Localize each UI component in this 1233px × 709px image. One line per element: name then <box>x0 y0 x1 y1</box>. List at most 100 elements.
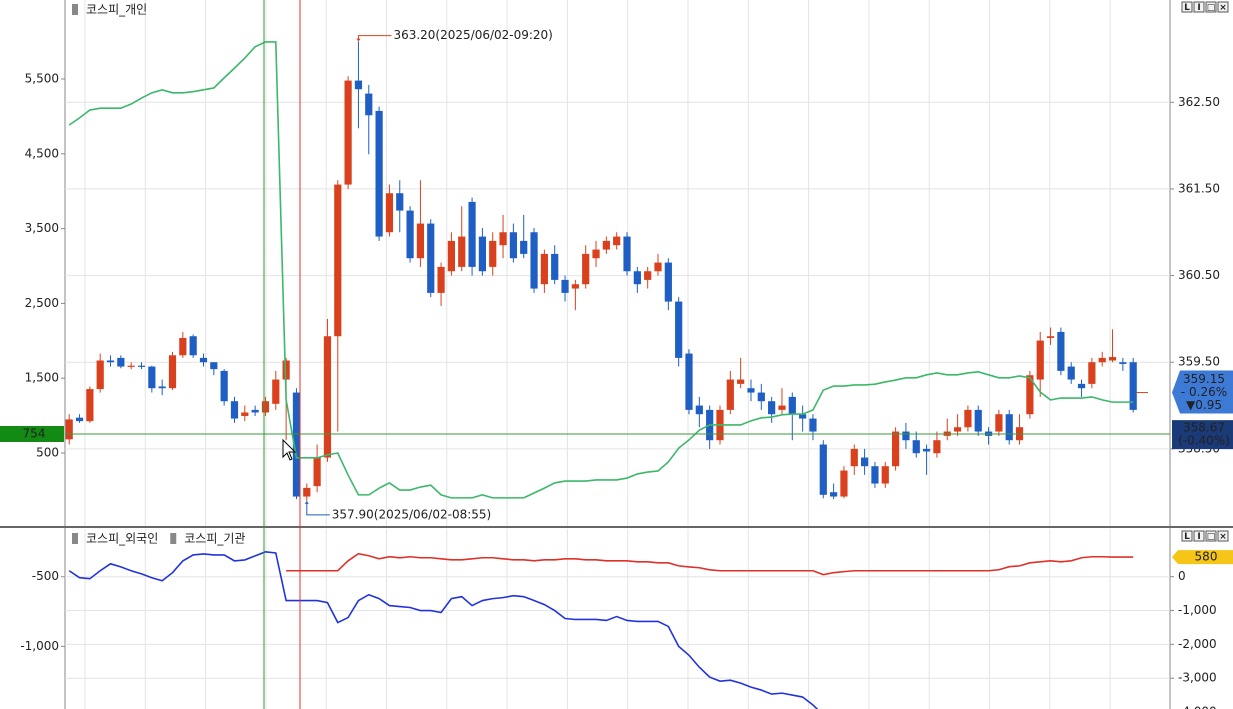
candle-body <box>582 253 590 285</box>
cursor-price-change: (-0.40%) <box>1178 434 1230 448</box>
candle-body <box>65 419 73 440</box>
candle-body <box>861 457 869 467</box>
toolbar-label[interactable]: × <box>1219 532 1227 542</box>
max-pointer <box>357 35 392 40</box>
candle-body <box>540 253 548 285</box>
toolbar-label[interactable]: I <box>1197 3 1200 13</box>
toolbar-label[interactable]: □ <box>1207 532 1216 542</box>
candle-body <box>303 487 311 497</box>
candle-body <box>468 201 476 267</box>
legend-label: 코스피_외국인 <box>86 532 158 546</box>
candle-body <box>1026 375 1034 415</box>
candle-body <box>922 448 931 452</box>
max-arrow <box>356 38 361 42</box>
min-pointer <box>306 503 330 516</box>
current-change-pct: - 0.26% <box>1181 385 1227 399</box>
candle-body <box>633 271 641 285</box>
candle-body <box>964 409 972 428</box>
toolbar-label[interactable]: □ <box>1207 3 1216 13</box>
candle-body <box>561 279 569 293</box>
candle-body <box>1067 366 1075 380</box>
candle-body <box>788 396 796 415</box>
candle-body <box>365 93 373 116</box>
candle-body <box>137 365 146 367</box>
legend-label: 코스피_기관 <box>184 532 245 546</box>
candle-body <box>737 379 745 384</box>
y-tick-label: 2,500 <box>25 296 59 310</box>
toolbar-button <box>1205 1 1217 13</box>
candle-body <box>953 427 962 432</box>
candle-body <box>230 401 239 419</box>
candle-body <box>427 223 435 293</box>
y2-tick-label: 362.50 <box>1178 95 1220 109</box>
y2-tick-label: -2,000 <box>1178 637 1217 651</box>
candle-body <box>75 417 84 422</box>
candle-body <box>344 80 352 185</box>
candle-body <box>148 366 156 389</box>
toolbar-label[interactable]: I <box>1197 532 1200 542</box>
y2-tick-label: -4,000 <box>1178 705 1217 709</box>
candle-body <box>96 360 104 390</box>
candle-body <box>1119 362 1127 364</box>
candle-body <box>189 336 197 356</box>
cursor-price-tag <box>1172 420 1233 450</box>
candle-body <box>241 412 249 416</box>
series-line <box>286 552 1134 576</box>
candle-body <box>210 362 218 370</box>
candle-body <box>509 232 517 259</box>
toolbar-label[interactable]: L <box>1184 532 1190 542</box>
candle-body <box>1077 383 1086 389</box>
candle-body <box>747 388 755 393</box>
y2-tick-label: 360.50 <box>1178 268 1220 282</box>
current-price-label: 359.15 <box>1183 372 1225 386</box>
toolbar-label[interactable]: × <box>1219 3 1227 13</box>
toolbar-button <box>1181 530 1193 542</box>
candle-body <box>1005 414 1013 441</box>
cursor-price-label: 358.67 <box>1183 421 1225 435</box>
candle-body <box>892 431 900 467</box>
candle-body <box>881 466 889 484</box>
current-change: ▼0.95 <box>1186 398 1222 412</box>
candle-body <box>613 236 621 246</box>
candle-body <box>1036 340 1044 380</box>
candle-body <box>220 370 228 402</box>
candle-body <box>447 240 456 272</box>
toolbar-button <box>1205 530 1217 542</box>
candle-body <box>830 492 838 497</box>
candle-body <box>1098 357 1106 363</box>
toolbar-label[interactable]: L <box>1184 3 1190 13</box>
candle-body <box>282 360 290 380</box>
y2-tick-label: 359.50 <box>1178 355 1220 369</box>
candle-body <box>261 401 270 413</box>
candle-body <box>396 193 404 211</box>
candle-body <box>644 271 652 280</box>
y2-tick-label: -3,000 <box>1178 671 1217 685</box>
legend-swatch <box>170 533 177 544</box>
candle-body <box>1129 362 1137 410</box>
candle-body <box>458 236 466 267</box>
candle-body <box>623 236 631 272</box>
y2-tick-label: -1,000 <box>1178 603 1217 617</box>
candle-body <box>385 193 394 233</box>
candle-body <box>117 357 125 367</box>
candle-body <box>799 414 807 419</box>
candle-body <box>489 240 497 267</box>
candle-body <box>675 301 683 358</box>
line-series <box>68 551 819 709</box>
last-value-tag <box>1172 550 1233 565</box>
y-tick-label: 1,500 <box>25 371 59 385</box>
candle-body <box>902 431 910 441</box>
y2-tick-label: 361.50 <box>1178 181 1220 195</box>
candle-body <box>840 470 848 497</box>
candle-body <box>778 405 786 410</box>
min-label: 357.90(2025/06/02-08:55) <box>332 507 491 521</box>
toolbar-button <box>1217 530 1229 542</box>
candle-body <box>664 262 672 302</box>
candle-body <box>323 336 332 458</box>
candle-body <box>571 284 579 289</box>
candle-body <box>912 440 920 454</box>
candle-body <box>1046 336 1055 338</box>
y-tick-label: -500 <box>32 569 59 583</box>
